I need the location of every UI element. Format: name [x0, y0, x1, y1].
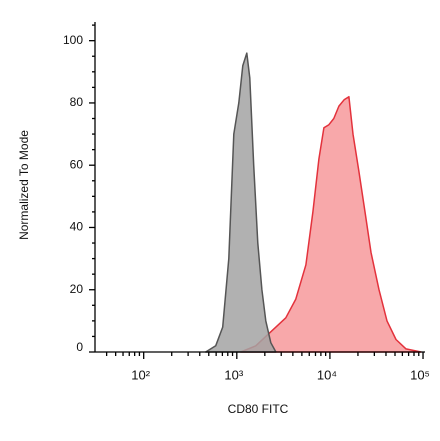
x-tick-label: 10⁵: [410, 367, 430, 382]
y-axis-title: Normalized To Mode: [17, 130, 31, 240]
y-tick-label: 20: [70, 282, 84, 296]
x-tick-label: 10²: [131, 367, 150, 382]
y-tick-label: 0: [76, 340, 83, 354]
y-tick-label: 80: [70, 95, 84, 109]
histogram-area: [204, 52, 277, 353]
histogram-area: [239, 95, 422, 353]
y-tick-label: 100: [63, 33, 83, 47]
y-tick-label: 40: [70, 220, 84, 234]
y-tick-label: 60: [70, 157, 84, 171]
x-tick-label: 10³: [224, 367, 243, 382]
x-axis-title: CD80 FITC: [228, 402, 289, 416]
x-tick-label: 10⁴: [317, 367, 337, 382]
